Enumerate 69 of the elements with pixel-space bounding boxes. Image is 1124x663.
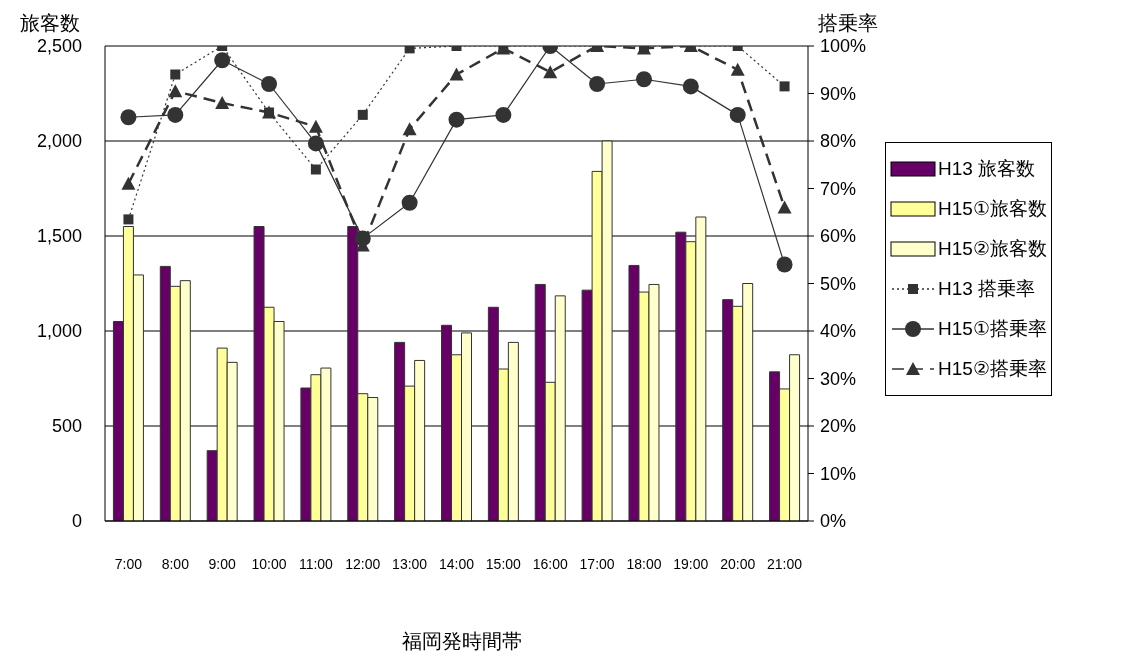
point: [589, 76, 606, 92]
y2-tick-label: 70%: [820, 178, 857, 199]
y2-tick-label: 0%: [820, 511, 847, 532]
y2-tick-label: 20%: [820, 416, 857, 437]
point: [120, 109, 137, 126]
point: [449, 67, 464, 81]
legend-label: H13 搭乗率: [938, 277, 1036, 301]
point: [402, 122, 417, 136]
y2-tick-label: 90%: [820, 83, 857, 104]
x-tick-label: 14:00: [438, 555, 475, 572]
x-tick-label: 15:00: [485, 555, 522, 572]
x-tick-label: 20:00: [720, 555, 756, 572]
point: [123, 214, 134, 225]
point: [682, 78, 699, 95]
point: [495, 106, 512, 123]
legend-label: H13 旅客数: [938, 157, 1036, 181]
x-tick-label: 13:00: [392, 555, 428, 572]
point: [307, 135, 324, 152]
y-tick-label: 0: [71, 511, 82, 532]
y2-tick-label: 40%: [820, 321, 857, 342]
point: [777, 200, 792, 214]
x-tick-label: 17:00: [579, 555, 615, 572]
point: [168, 84, 183, 98]
point: [215, 96, 230, 109]
x-tick-label: 18:00: [626, 555, 662, 572]
legend-label: H15①旅客数: [938, 197, 1047, 221]
x-tick-label: 16:00: [532, 555, 568, 572]
y2-tick-label: 10%: [820, 463, 857, 484]
point: [448, 111, 465, 128]
x-axis-title: 福岡発時間帯: [401, 629, 523, 654]
x-tick-label: 19:00: [673, 555, 709, 572]
x-tick-label: 9:00: [208, 555, 236, 572]
y2-axis-title: 搭乗率: [818, 11, 878, 36]
y2-tick-label: 60%: [820, 226, 857, 247]
y2-tick-label: 100%: [820, 36, 867, 57]
point: [401, 194, 418, 211]
y-tick-label: 1,000: [36, 321, 82, 342]
y-tick-label: 500: [51, 416, 82, 437]
point: [779, 81, 790, 92]
point: [404, 46, 415, 54]
point: [214, 52, 231, 69]
y-tick-label: 2,000: [36, 131, 82, 152]
x-tick-label: 21:00: [767, 555, 803, 572]
y2-tick-label: 80%: [820, 131, 857, 152]
legend-label: H15②旅客数: [938, 237, 1047, 261]
point: [357, 109, 368, 120]
x-tick-label: 12:00: [345, 555, 381, 572]
y2-tick-label: 50%: [820, 273, 857, 294]
point: [635, 71, 652, 88]
y-axis-title: 旅客数: [20, 11, 80, 36]
x-tick-label: 8:00: [161, 555, 190, 572]
x-tick-label: 11:00: [298, 555, 334, 572]
point: [308, 119, 323, 133]
point: [167, 106, 184, 123]
x-tick-label: 7:00: [114, 555, 143, 572]
point: [170, 69, 181, 80]
y-tick-label: 1,500: [36, 226, 82, 247]
legend-label: H15①搭乗率: [938, 317, 1047, 341]
point: [261, 76, 278, 92]
point: [730, 62, 745, 76]
x-tick-label: 10:00: [251, 555, 287, 572]
point: [729, 106, 746, 123]
legend-label: H15②搭乗率: [938, 357, 1047, 381]
point: [121, 176, 136, 190]
y-tick-label: 2,500: [36, 36, 82, 57]
y2-tick-label: 30%: [820, 368, 857, 389]
point: [543, 65, 558, 79]
point: [776, 256, 793, 273]
point: [310, 164, 321, 175]
